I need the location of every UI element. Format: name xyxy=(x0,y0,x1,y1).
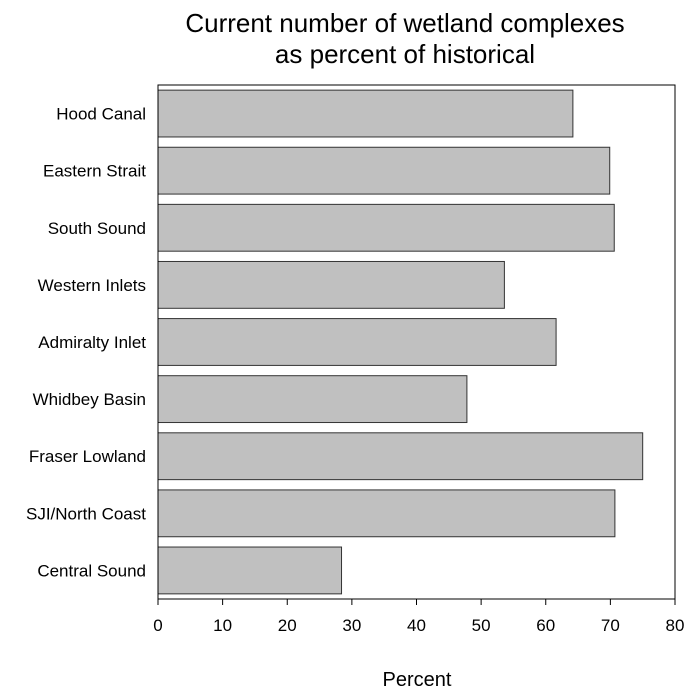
category-label: SJI/North Coast xyxy=(26,504,146,523)
bar-admiralty-inlet xyxy=(158,319,556,366)
category-label: South Sound xyxy=(48,219,146,238)
bar-hood-canal xyxy=(158,90,573,137)
bar-whidbey-basin xyxy=(158,376,467,423)
x-tick-label: 40 xyxy=(407,616,426,635)
category-label: Admiralty Inlet xyxy=(38,333,146,352)
chart-title-line-2: as percent of historical xyxy=(275,39,535,69)
bar-fraser-lowland xyxy=(158,433,643,480)
bar-western-inlets xyxy=(158,261,504,308)
category-label: Fraser Lowland xyxy=(29,447,146,466)
x-tick-label: 80 xyxy=(666,616,685,635)
category-label: Central Sound xyxy=(37,561,146,580)
x-tick-label: 10 xyxy=(213,616,232,635)
x-tick-label: 30 xyxy=(342,616,361,635)
bar-sji-north-coast xyxy=(158,490,615,537)
x-tick-label: 60 xyxy=(536,616,555,635)
category-label: Whidbey Basin xyxy=(33,390,146,409)
x-tick-label: 20 xyxy=(278,616,297,635)
bar-eastern-strait xyxy=(158,147,610,194)
bar-south-sound xyxy=(158,204,614,251)
x-axis-label: Percent xyxy=(383,669,452,691)
category-labels: Hood Canal Eastern Strait South Sound Weste… xyxy=(26,105,146,581)
category-label: Western Inlets xyxy=(38,276,146,295)
category-label: Eastern Strait xyxy=(43,162,146,181)
bars-group xyxy=(158,90,643,594)
x-tick-label: 0 xyxy=(153,616,162,635)
x-tick-label: 70 xyxy=(601,616,620,635)
category-label: Hood Canal xyxy=(56,105,146,124)
chart-title-line-1: Current number of wetland complexes xyxy=(185,8,624,38)
bar-central-sound xyxy=(158,547,342,594)
x-axis-ticks: 0 10 20 30 40 50 60 70 80 xyxy=(153,599,684,635)
x-tick-label: 50 xyxy=(472,616,491,635)
